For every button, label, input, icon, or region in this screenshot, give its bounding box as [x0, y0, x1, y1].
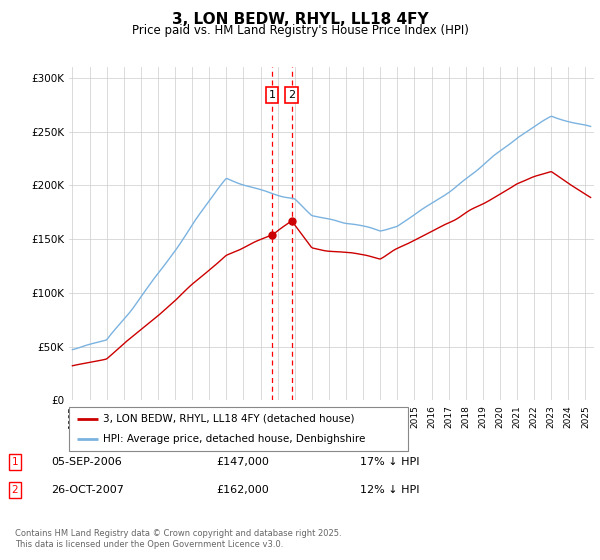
Text: Price paid vs. HM Land Registry's House Price Index (HPI): Price paid vs. HM Land Registry's House … [131, 24, 469, 37]
Text: Contains HM Land Registry data © Crown copyright and database right 2025.
This d: Contains HM Land Registry data © Crown c… [15, 529, 341, 549]
Text: 3, LON BEDW, RHYL, LL18 4FY: 3, LON BEDW, RHYL, LL18 4FY [172, 12, 428, 27]
Text: £162,000: £162,000 [216, 485, 269, 495]
Text: 1: 1 [269, 90, 275, 100]
Text: 2: 2 [288, 90, 295, 100]
FancyBboxPatch shape [69, 407, 408, 451]
Text: 3, LON BEDW, RHYL, LL18 4FY (detached house): 3, LON BEDW, RHYL, LL18 4FY (detached ho… [103, 414, 355, 424]
Text: 17% ↓ HPI: 17% ↓ HPI [360, 457, 419, 467]
Text: 26-OCT-2007: 26-OCT-2007 [51, 485, 124, 495]
Text: 2: 2 [11, 485, 19, 495]
Text: £147,000: £147,000 [216, 457, 269, 467]
Text: 05-SEP-2006: 05-SEP-2006 [51, 457, 122, 467]
Text: 12% ↓ HPI: 12% ↓ HPI [360, 485, 419, 495]
Text: HPI: Average price, detached house, Denbighshire: HPI: Average price, detached house, Denb… [103, 434, 365, 444]
Text: 1: 1 [11, 457, 19, 467]
